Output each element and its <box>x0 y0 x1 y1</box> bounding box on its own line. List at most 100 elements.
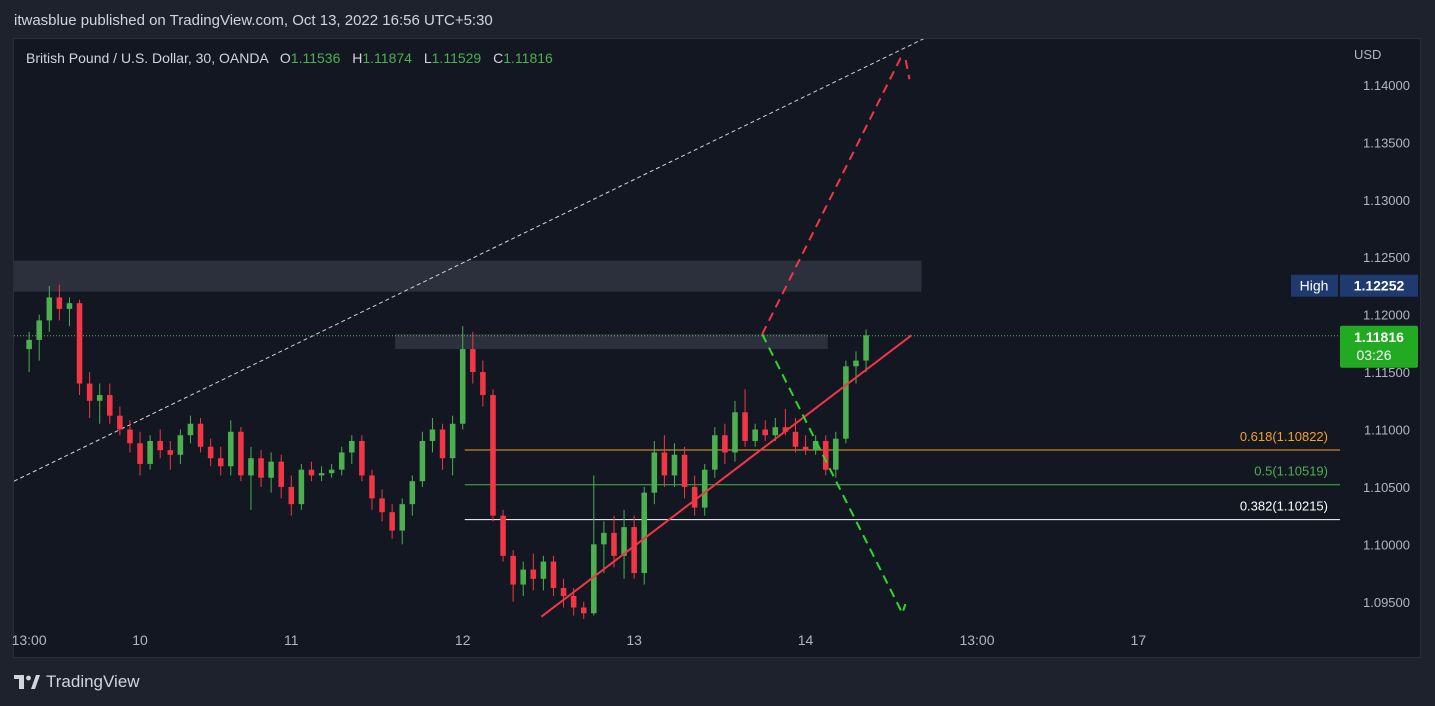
candle-body-62 <box>651 452 658 493</box>
candle-body-83 <box>863 335 869 361</box>
currency-label: USD <box>1354 47 1381 62</box>
bar-countdown-label: 03:26 <box>1356 347 1391 363</box>
candle-body-63 <box>661 452 668 476</box>
candle-body-33 <box>359 440 365 476</box>
candle-body-68 <box>712 435 718 470</box>
channel-line <box>14 39 925 482</box>
x-tick-label-0: 13:00 <box>12 632 47 648</box>
candle-body-70 <box>732 412 738 453</box>
candle-body-56 <box>591 544 597 614</box>
y-tick-label-2: 1.13000 <box>1363 193 1410 208</box>
candle-body-27 <box>298 469 305 505</box>
candle-body-8 <box>107 395 113 416</box>
candle-body-64 <box>671 454 678 476</box>
candle-body-43 <box>459 349 466 424</box>
candle-body-37 <box>399 504 405 531</box>
y-tick-label-1: 1.13500 <box>1363 135 1410 150</box>
candle-body-23 <box>258 458 264 478</box>
tradingview-footer[interactable]: TradingView <box>14 672 140 692</box>
high-value-tag <box>1340 274 1418 297</box>
candle-body-39 <box>419 440 426 482</box>
y-tick-label-6: 1.11000 <box>1364 422 1410 437</box>
candle-body-42 <box>449 423 456 459</box>
y-tick-label-0: 1.14000 <box>1363 78 1410 93</box>
high-marker-label: High <box>1300 278 1329 294</box>
x-tick-label-2: 11 <box>284 632 299 648</box>
candle-body-60 <box>631 527 637 574</box>
x-tick-label-6: 13:00 <box>959 632 994 648</box>
candle-body-19 <box>217 458 224 467</box>
close-label: C <box>493 50 504 66</box>
tradingview-brand: TradingView <box>46 672 140 691</box>
tradingview-logo-icon <box>14 675 40 689</box>
candle-body-73 <box>762 429 769 436</box>
candle-body-31 <box>338 452 345 470</box>
candle-body-17 <box>197 423 204 447</box>
candle-body-24 <box>268 461 274 478</box>
candle-body-5 <box>76 303 83 384</box>
candle-body-21 <box>238 431 244 476</box>
candle-body-22 <box>248 458 254 476</box>
high-value-label: 1.12252 <box>1354 278 1405 294</box>
published-line: itwasblue published on TradingView.com, … <box>14 12 493 29</box>
y-tick-label-4: 1.12000 <box>1363 308 1410 323</box>
low-label: L <box>423 50 432 66</box>
candle-body-65 <box>681 454 688 487</box>
x-tick-label-7: 17 <box>1131 632 1147 648</box>
candle-body-32 <box>349 440 355 453</box>
candle-body-20 <box>228 431 234 467</box>
candle-body-2 <box>46 297 53 321</box>
candle-body-52 <box>550 561 557 588</box>
symbol-name: British Pound / U.S. Dollar, 30, OANDA <box>26 50 268 66</box>
candle-body-7 <box>96 395 103 401</box>
candle-body-41 <box>439 429 446 459</box>
resistance-zone-1 <box>395 334 828 350</box>
y-tick-label-8: 1.10000 <box>1363 537 1410 552</box>
candle-body-58 <box>611 532 617 556</box>
symbol-legend: British Pound / U.S. Dollar, 30, OANDA O… <box>26 50 553 66</box>
projection-up-path <box>761 57 911 335</box>
candle-body-74 <box>772 427 779 436</box>
candle-body-54 <box>570 596 577 608</box>
candle-body-76 <box>792 431 799 447</box>
candle-body-77 <box>802 446 809 451</box>
candle-body-34 <box>369 475 375 499</box>
candle-body-30 <box>328 469 335 474</box>
candle-body-29 <box>318 473 325 476</box>
candle-body-55 <box>580 607 587 614</box>
candle-body-25 <box>278 461 284 487</box>
x-tick-label-4: 13 <box>626 632 642 648</box>
candle-body-48 <box>510 555 516 585</box>
candle-body-61 <box>641 492 648 574</box>
candle-body-11 <box>137 443 143 464</box>
x-tick-label-3: 12 <box>455 632 471 648</box>
candle-body-9 <box>117 415 123 430</box>
candle-body-79 <box>822 440 829 470</box>
candle-body-67 <box>701 469 708 508</box>
candle-body-78 <box>812 440 819 451</box>
projection-down-path <box>761 333 907 616</box>
candle-body-13 <box>157 440 163 451</box>
candle-body-0 <box>26 339 32 350</box>
support-trendline <box>540 334 913 618</box>
candle-body-72 <box>752 429 758 441</box>
candle-body-28 <box>308 469 315 476</box>
resistance-zone-0 <box>14 260 922 292</box>
close-value: 1.11816 <box>503 50 553 66</box>
candle-body-44 <box>470 349 476 373</box>
candle-body-82 <box>853 360 859 367</box>
high-label: H <box>352 50 363 66</box>
high-value: 1.11874 <box>362 50 412 66</box>
candle-body-69 <box>722 435 728 453</box>
candle-body-57 <box>601 532 607 545</box>
candle-body-26 <box>288 486 295 505</box>
candle-body-12 <box>147 440 153 464</box>
candle-body-15 <box>177 435 184 455</box>
candle-body-40 <box>429 429 436 441</box>
candle-body-47 <box>500 515 506 556</box>
x-tick-label-5: 14 <box>798 632 814 648</box>
high-marker-tag <box>1291 274 1338 297</box>
candle-body-53 <box>560 587 567 597</box>
candle-body-45 <box>480 372 486 396</box>
